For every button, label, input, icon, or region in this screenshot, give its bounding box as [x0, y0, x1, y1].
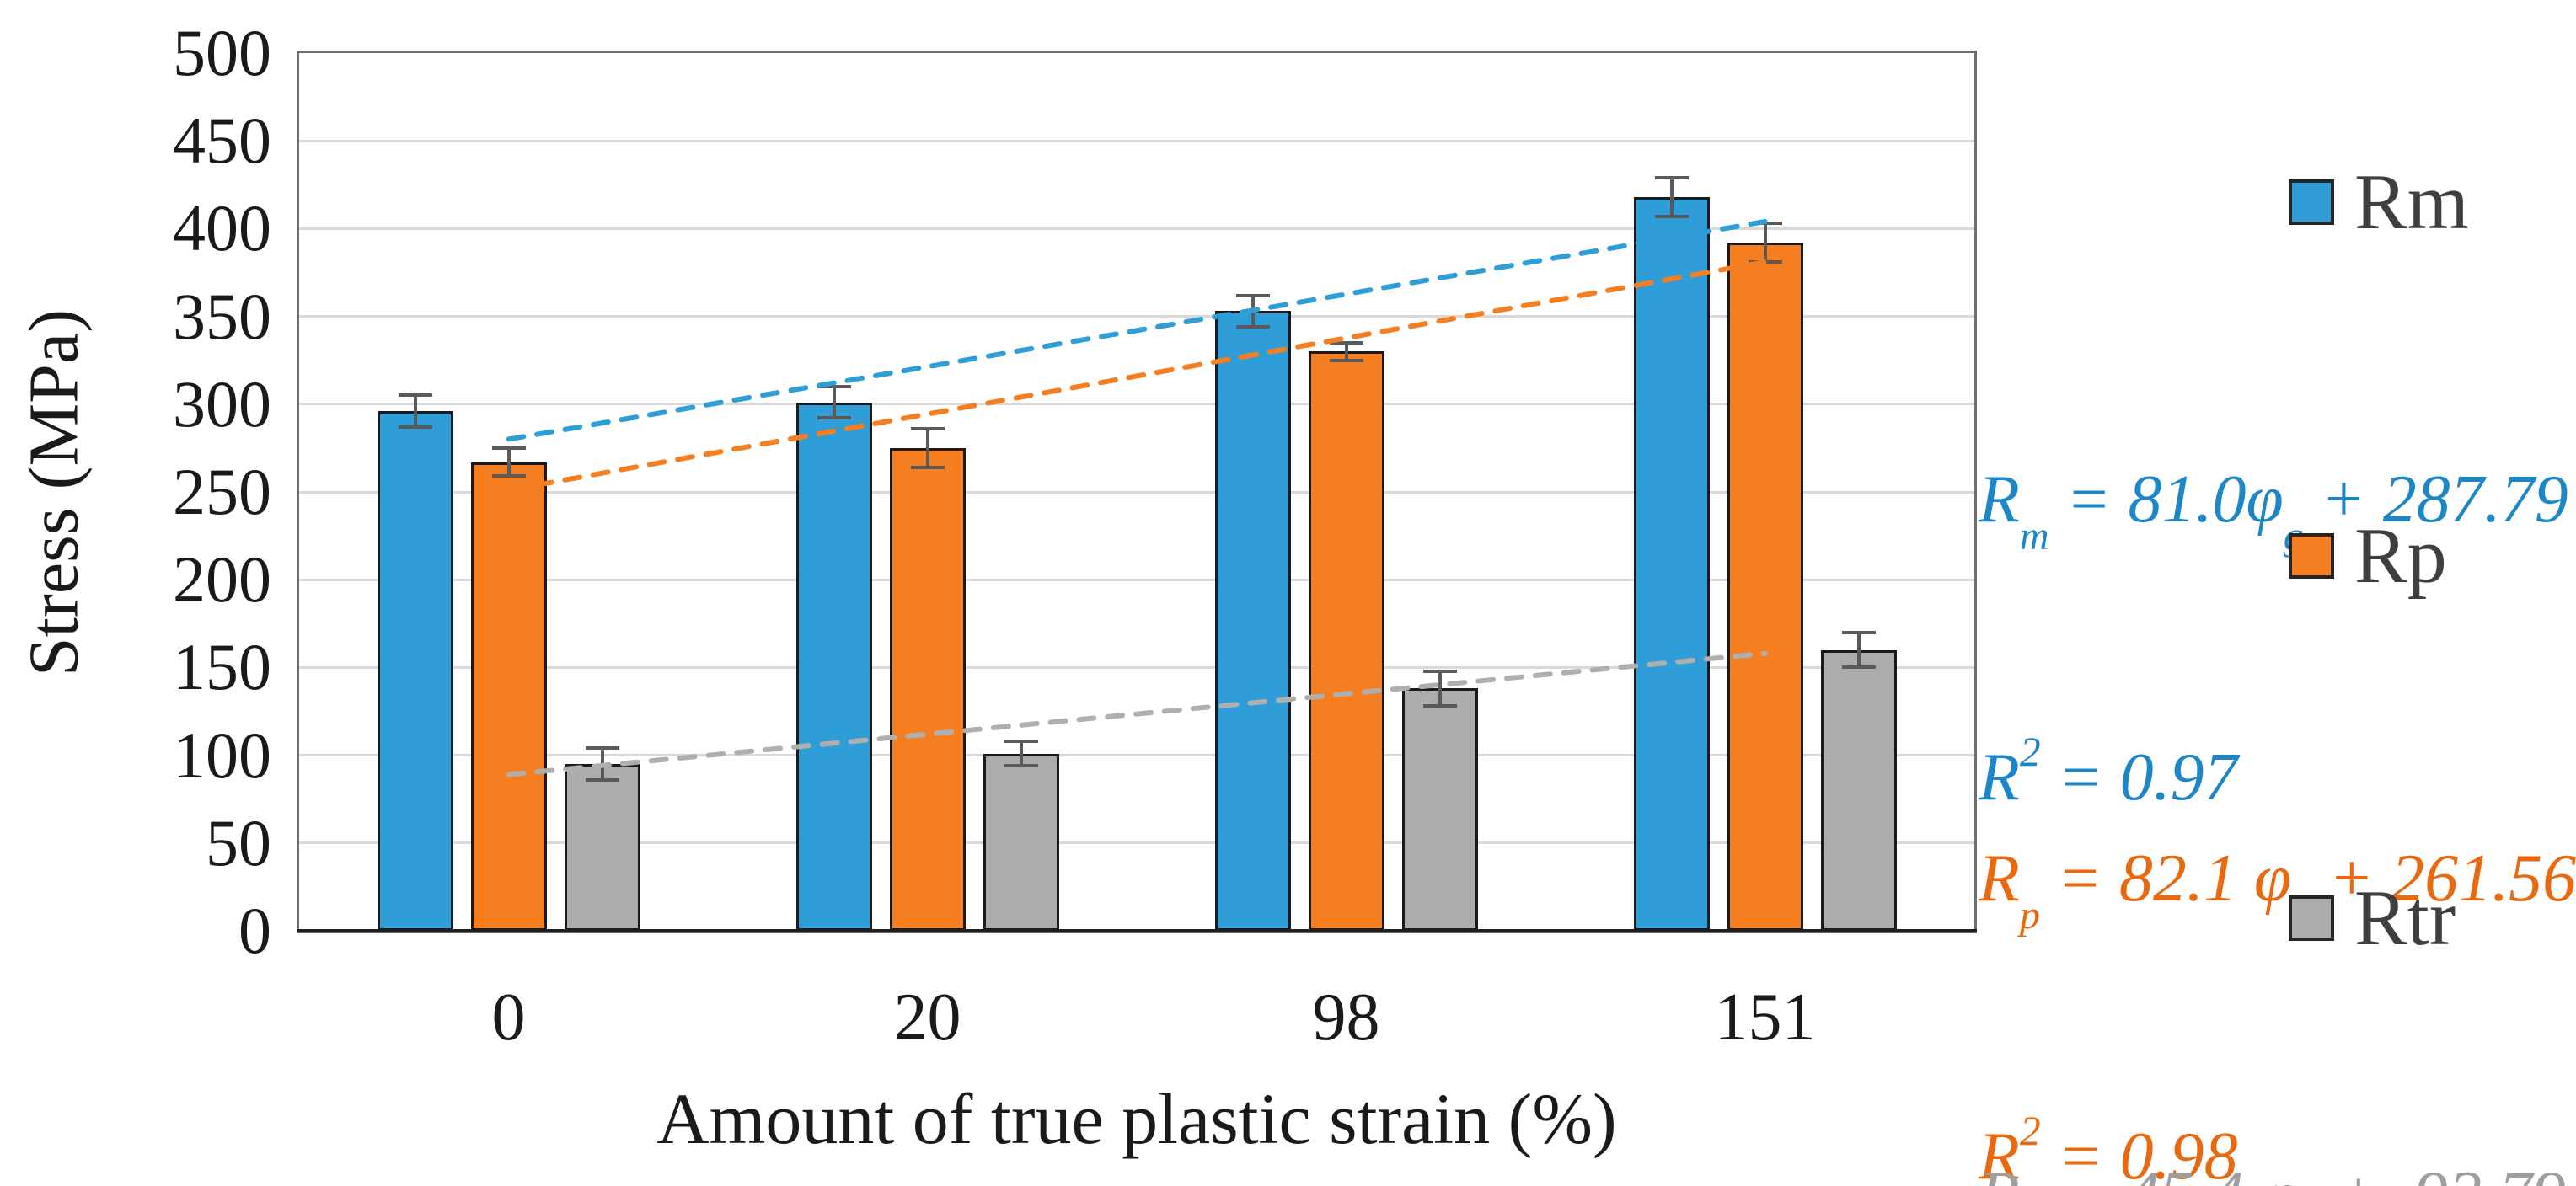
legend-label-rp: Rp — [2354, 512, 2447, 600]
bar-rm-0 — [377, 411, 453, 931]
equation-rp-line1: Rp = 82.1 φg + 261.56 — [1979, 841, 2576, 938]
gridline-350 — [299, 315, 1974, 318]
error-cap-rp-98-top — [1329, 340, 1363, 345]
error-cap-rp-0-top — [491, 446, 526, 450]
x-tick-98: 98 — [1312, 980, 1380, 1055]
x-axis-line — [297, 929, 1977, 932]
bar-rtr-20 — [983, 753, 1059, 931]
legend-item-rtr: Rtr — [2289, 874, 2456, 962]
error-bar-rm-20 — [832, 386, 836, 419]
error-cap-rtr-0-top — [585, 746, 619, 751]
bar-rtr-0 — [564, 764, 640, 931]
error-cap-rp-20-top — [910, 426, 945, 430]
equation-rtr-line1: Rtr = 45.4 φg + 92.79 — [1979, 1146, 2566, 1186]
bar-rm-98 — [1214, 311, 1291, 931]
legend-item-rm: Rm — [2289, 158, 2469, 246]
gridline-150 — [299, 665, 1974, 669]
error-cap-rm-98-bottom — [1235, 325, 1270, 329]
y-tick-50: 50 — [206, 805, 271, 879]
plot-area — [297, 51, 1977, 933]
equation-rp-line2: R2 = 0.98 — [1979, 1108, 2238, 1186]
x-axis-title: Amount of true plastic strain (%) — [656, 1078, 1617, 1159]
error-bar-rtr-20 — [1019, 740, 1023, 767]
error-cap-rtr-20-bottom — [1004, 764, 1038, 768]
gridline-50 — [299, 841, 1974, 845]
phi-symbol: φ — [2246, 462, 2284, 537]
equation-rm: Rm = 81.0φg + 287.79 R2 = 0.97 — [1979, 296, 2568, 955]
phi-symbol: φ — [2253, 841, 2292, 916]
trendline-rm — [506, 219, 1768, 442]
error-bar-rtr-0 — [600, 748, 604, 780]
gridline-200 — [299, 578, 1974, 581]
equation-rm-line1: Rm = 81.0φg + 287.79 — [1979, 462, 2568, 559]
y-tick-450: 450 — [173, 104, 271, 178]
bar-rp-98 — [1308, 351, 1384, 931]
error-cap-rtr-0-bottom — [585, 777, 619, 782]
bar-rp-151 — [1727, 243, 1803, 931]
legend-label-rm: Rm — [2354, 158, 2469, 246]
error-cap-rm-98-top — [1235, 293, 1270, 297]
legend-label-rtr: Rtr — [2354, 874, 2456, 962]
gridline-250 — [299, 490, 1974, 494]
bar-rp-20 — [889, 447, 966, 931]
error-cap-rm-20-bottom — [817, 416, 851, 420]
error-cap-rm-151-top — [1654, 175, 1689, 179]
error-bar-rm-98 — [1251, 295, 1255, 328]
error-bar-rm-0 — [413, 395, 417, 427]
error-bar-rp-0 — [506, 447, 511, 477]
error-bar-rm-151 — [1669, 177, 1674, 216]
y-tick-0: 0 — [238, 894, 271, 967]
equation-rm-line2: R2 = 0.97 — [1979, 729, 2238, 815]
error-bar-rp-98 — [1344, 342, 1348, 361]
y-tick-350: 350 — [173, 279, 271, 353]
legend-swatch-rm-icon — [2289, 179, 2334, 225]
error-cap-rp-0-bottom — [491, 474, 526, 478]
legend-swatch-rp-icon — [2289, 533, 2334, 579]
gridline-300 — [299, 403, 1974, 406]
error-cap-rp-151-top — [1748, 222, 1782, 226]
equation-rp: Rp = 82.1 φg + 261.56 R2 = 0.98 — [1979, 676, 2576, 1186]
y-tick-100: 100 — [173, 718, 271, 792]
error-cap-rtr-98-bottom — [1422, 704, 1457, 708]
error-bar-rp-151 — [1763, 223, 1767, 262]
bar-rm-151 — [1633, 196, 1710, 931]
error-cap-rm-0-bottom — [398, 425, 432, 429]
error-cap-rp-20-bottom — [910, 465, 945, 469]
error-cap-rm-0-top — [398, 393, 432, 398]
error-cap-rm-151-bottom — [1654, 214, 1689, 218]
legend-swatch-rtr-icon — [2289, 895, 2334, 941]
gridline-400 — [299, 227, 1974, 230]
error-cap-rtr-98-top — [1422, 669, 1457, 673]
bar-rtr-98 — [1401, 688, 1478, 931]
y-tick-400: 400 — [173, 191, 271, 265]
y-tick-150: 150 — [173, 630, 271, 704]
y-tick-300: 300 — [173, 366, 271, 441]
error-cap-rtr-20-top — [1004, 739, 1038, 743]
error-cap-rm-20-top — [817, 384, 851, 388]
y-tick-250: 250 — [173, 455, 271, 528]
legend-item-rp: Rp — [2289, 512, 2447, 600]
bar-rm-20 — [795, 402, 872, 931]
bar-rp-0 — [470, 462, 547, 931]
gridline-100 — [299, 754, 1974, 757]
phi-symbol: φ — [2261, 1158, 2298, 1186]
trendline-rp — [506, 259, 1768, 493]
error-bar-rtr-151 — [1856, 632, 1861, 668]
error-bar-rtr-98 — [1438, 670, 1442, 707]
x-tick-151: 151 — [1714, 980, 1816, 1055]
y-tick-500: 500 — [173, 16, 271, 89]
x-tick-0: 0 — [491, 980, 526, 1055]
gridline-450 — [299, 139, 1974, 142]
error-cap-rtr-151-bottom — [1841, 665, 1876, 670]
bar-rtr-151 — [1820, 649, 1897, 931]
x-tick-20: 20 — [893, 980, 961, 1055]
error-bar-rp-20 — [925, 428, 929, 467]
error-cap-rp-98-bottom — [1329, 358, 1363, 362]
error-cap-rp-151-bottom — [1748, 259, 1782, 264]
equation-rtr: Rtr = 45.4 φg + 92.79 R2 = 0.99 — [1979, 992, 2566, 1186]
y-tick-200: 200 — [173, 542, 271, 617]
error-cap-rtr-151-top — [1841, 630, 1876, 634]
